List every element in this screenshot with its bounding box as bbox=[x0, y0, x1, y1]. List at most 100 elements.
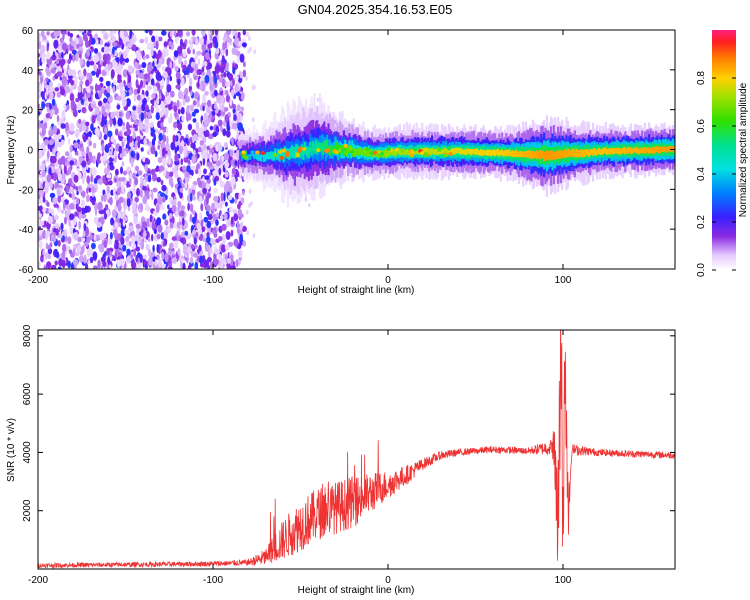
noise-speckle bbox=[152, 103, 158, 109]
signal-band-cell bbox=[562, 150, 565, 157]
noise-speckle bbox=[188, 66, 194, 74]
noise-speckle bbox=[122, 216, 128, 222]
noise-speckle bbox=[92, 155, 96, 164]
noise-speckle bbox=[224, 89, 229, 96]
noise-speckle bbox=[56, 151, 60, 161]
signal-band-cell bbox=[611, 147, 614, 155]
signal-band-cell bbox=[510, 150, 513, 157]
noise-speckle bbox=[226, 37, 233, 43]
signal-band-cell bbox=[404, 150, 407, 156]
noise-speckle bbox=[106, 186, 110, 193]
noise-speckle bbox=[213, 103, 218, 110]
noise-speckle bbox=[111, 209, 117, 218]
noise-speckle bbox=[240, 87, 244, 92]
signal-band-cell bbox=[645, 148, 648, 154]
signal-band-cell bbox=[636, 148, 639, 154]
noise-speckle bbox=[68, 249, 73, 255]
noise-speckle bbox=[80, 213, 87, 219]
snr-xlabel: Height of straight line (km) bbox=[298, 585, 415, 596]
noise-speckle bbox=[126, 128, 132, 136]
signal-spot bbox=[409, 153, 414, 158]
noise-speckle bbox=[140, 241, 145, 250]
noise-speckle bbox=[157, 36, 163, 42]
noise-speckle bbox=[137, 106, 142, 116]
noise-speckle bbox=[116, 84, 120, 90]
noise-speckle bbox=[44, 220, 47, 226]
noise-speckle bbox=[223, 71, 227, 78]
signal-band-cell bbox=[449, 149, 452, 155]
noise-speckle bbox=[74, 263, 77, 269]
noise-speckle bbox=[150, 78, 155, 86]
noise-speckle bbox=[178, 90, 183, 100]
signal-spot bbox=[243, 155, 249, 160]
noise-speckle bbox=[80, 98, 85, 105]
noise-speckle bbox=[233, 114, 237, 121]
signal-band-cell bbox=[604, 147, 607, 154]
noise-speckle bbox=[201, 226, 206, 233]
noise-speckle bbox=[234, 198, 238, 204]
noise-speckle bbox=[160, 94, 165, 102]
noise-speckle bbox=[129, 177, 132, 186]
signal-band-cell bbox=[603, 147, 606, 154]
noise-speckle bbox=[106, 247, 110, 256]
noise-speckle bbox=[194, 261, 199, 269]
signal-band-cell bbox=[407, 149, 410, 156]
noise-speckle bbox=[61, 75, 68, 86]
y-tick-label: 8000 bbox=[22, 324, 33, 347]
noise-speckle bbox=[171, 236, 177, 241]
noise-speckle bbox=[77, 236, 83, 243]
signal-band-cell bbox=[415, 149, 418, 154]
noise-speckle bbox=[224, 114, 230, 123]
noise-speckle bbox=[93, 54, 99, 63]
noise-speckle bbox=[42, 196, 46, 203]
noise-speckle bbox=[129, 240, 132, 247]
noise-speckle bbox=[232, 108, 236, 114]
noise-speckle bbox=[132, 131, 136, 140]
signal-spot bbox=[446, 146, 452, 151]
noise-speckle bbox=[86, 60, 90, 68]
noise-speckle bbox=[212, 85, 216, 93]
signal-band-cell bbox=[295, 143, 298, 157]
noise-speckle bbox=[121, 161, 125, 167]
signal-band-cell bbox=[384, 149, 387, 155]
noise-speckle bbox=[38, 180, 41, 188]
noise-speckle bbox=[181, 115, 185, 122]
noise-speckle bbox=[184, 87, 189, 97]
noise-speckle bbox=[220, 244, 226, 253]
noise-speckle bbox=[164, 219, 169, 226]
noise-speckle bbox=[142, 179, 147, 187]
noise-speckle bbox=[217, 144, 223, 152]
noise-speckle bbox=[175, 171, 179, 179]
signal-band-cell bbox=[464, 148, 467, 155]
noise-speckle bbox=[116, 217, 120, 224]
noise-speckle bbox=[234, 75, 239, 82]
noise-speckle bbox=[142, 195, 148, 205]
signal-band-cell bbox=[585, 149, 588, 156]
signal-band-cell bbox=[282, 150, 285, 163]
noise-speckle bbox=[46, 174, 52, 183]
noise-speckle bbox=[63, 201, 66, 211]
noise-speckle bbox=[78, 185, 82, 191]
signal-band-cell bbox=[480, 149, 483, 156]
noise-speckle bbox=[60, 88, 66, 96]
noise-speckle bbox=[235, 193, 239, 200]
noise-speckle bbox=[46, 51, 51, 60]
noise-speckle bbox=[143, 111, 147, 120]
noise-speckle bbox=[237, 203, 241, 210]
noise-speckle bbox=[57, 133, 62, 140]
noise-speckle bbox=[82, 108, 86, 114]
signal-band-cell bbox=[593, 148, 596, 155]
noise-speckle bbox=[151, 98, 155, 107]
noise-speckle bbox=[192, 133, 198, 142]
noise-speckle bbox=[223, 183, 229, 193]
noise-speckle bbox=[129, 135, 133, 143]
signal-band-cell bbox=[394, 150, 397, 156]
signal-band-cell bbox=[498, 151, 501, 157]
signal-band-cell bbox=[422, 148, 425, 156]
noise-speckle bbox=[83, 254, 87, 264]
noise-speckle bbox=[206, 62, 213, 70]
signal-band-cell bbox=[555, 150, 558, 160]
signal-band-cell bbox=[312, 141, 315, 151]
noise-speckle bbox=[222, 89, 226, 96]
noise-speckle bbox=[104, 167, 109, 175]
